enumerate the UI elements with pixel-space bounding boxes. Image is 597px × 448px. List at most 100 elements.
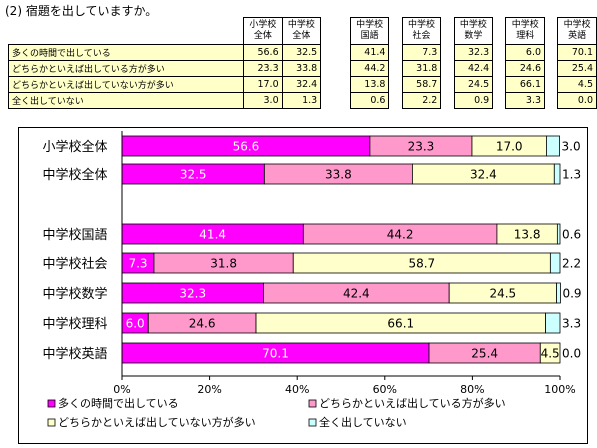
- table-row: 全く出していない 3.0 1.3 0.6 2.2 0.9 3.3 0.0: [7, 92, 597, 109]
- table-row: どちらかといえば出していない方が多い 17.0 32.4 13.8 58.7 2…: [7, 76, 597, 93]
- legend-swatch: [308, 418, 317, 427]
- bar-segment: [539, 342, 561, 364]
- table-cell: 0.0: [557, 92, 597, 109]
- data-label: 32.4: [470, 168, 497, 182]
- data-label: 70.1: [262, 347, 289, 361]
- bar-segment: [549, 252, 561, 274]
- stacked-bar-chart: 小学校全体 56.6 23.3 17.0 3.0 中学校全体 32.5 33.8 32.4 1.3…: [42, 131, 582, 429]
- category-label: 中学校全体: [42, 167, 107, 183]
- x-tick-label: 0%: [113, 383, 130, 396]
- data-label: 66.1: [387, 317, 414, 331]
- table-cell: 24.5: [453, 76, 494, 93]
- table-cell: 17.0: [243, 76, 283, 93]
- category-label: 中学校数学: [42, 286, 107, 302]
- table-cell: 70.1: [557, 44, 597, 61]
- x-tick-label: 100%: [544, 383, 575, 396]
- data-label: 31.8: [210, 257, 237, 271]
- table-col-header-line: 全体: [253, 31, 272, 41]
- table-row: どちらかといえば出している方が多い 23.3 33.8 44.2 31.8 42…: [7, 60, 597, 77]
- data-label: 3.3: [562, 317, 581, 331]
- category-label: 中学校国語: [42, 227, 107, 243]
- category-label: 中学校理科: [42, 316, 107, 332]
- data-label: 1.3: [562, 168, 581, 182]
- table-cell: 44.2: [349, 60, 390, 77]
- table-cell: 32.5: [281, 44, 322, 61]
- table-col-header-line: 全体: [292, 31, 311, 41]
- data-label: 41.4: [199, 228, 226, 242]
- table-col-header: 小学校 全体: [243, 17, 283, 45]
- data-label: 33.8: [325, 168, 352, 182]
- table-row-label: 多くの時間で出している: [7, 44, 245, 61]
- legend-swatch: [308, 399, 317, 408]
- table-col-header-line: 英語: [568, 31, 587, 41]
- data-table: 小学校 全体 中学校 全体 中学校 国語 中学校 社会 中学校 数学 中学校 理科 中学校英…: [7, 17, 597, 109]
- table-col-header-line: 中学校: [563, 20, 591, 30]
- x-tick-label: 60%: [373, 383, 397, 396]
- table-col-header-line: 小学校: [249, 20, 277, 30]
- table-corner: [8, 17, 244, 45]
- table-col-header-line: 中学校: [511, 20, 539, 30]
- bar-segment: [546, 135, 560, 157]
- table-col-header-line: 国語: [360, 31, 379, 41]
- data-label: 25.4: [471, 347, 498, 361]
- bar-segment: [556, 282, 561, 304]
- table-spacer: [320, 17, 351, 45]
- legend-swatch: [47, 399, 56, 408]
- legend-label: 多くの時間で出している: [58, 396, 179, 410]
- table-col-header: 中学校 理科: [505, 17, 546, 45]
- category-label: 中学校社会: [42, 256, 107, 272]
- data-label: 4.5: [541, 347, 560, 361]
- table-cell: 56.6: [243, 44, 283, 61]
- category-label: 中学校英語: [42, 346, 107, 362]
- table-cell: 31.8: [401, 60, 442, 77]
- data-label: 0.9: [562, 287, 581, 301]
- data-label: 13.8: [514, 228, 541, 242]
- table-cell: 66.1: [505, 76, 546, 93]
- data-label: 56.6: [233, 140, 260, 154]
- data-label: 44.2: [387, 228, 414, 242]
- table-col-header: 中学校 国語: [349, 17, 390, 45]
- table-col-header-line: 社会: [412, 31, 431, 41]
- table-cell: 0.9: [453, 92, 494, 109]
- table-col-header-line: 中学校: [287, 20, 315, 30]
- table-col-header-line: 中学校: [459, 20, 487, 30]
- table-cell: 33.8: [281, 60, 322, 77]
- table-cell: 7.3: [401, 44, 442, 61]
- table-cell: 4.5: [557, 76, 597, 93]
- data-label: 3.0: [562, 140, 581, 154]
- page-heading: (2) 宿題を出していますか。: [5, 4, 158, 18]
- bar-segment: [553, 163, 561, 185]
- data-label: 6.0: [126, 317, 145, 331]
- data-label: 2.2: [562, 257, 581, 271]
- table-cell: 58.7: [401, 76, 442, 93]
- table-cell: 24.6: [505, 60, 546, 77]
- table-row-label: どちらかといえば出していない方が多い: [7, 76, 245, 93]
- data-label: 17.0: [496, 140, 523, 154]
- x-tick-label: 40%: [285, 383, 309, 396]
- table-col-header: 中学校 社会: [401, 17, 442, 45]
- table-cell: 13.8: [349, 76, 390, 93]
- data-label: 7.3: [128, 257, 147, 271]
- data-label: 42.4: [343, 287, 370, 301]
- table-cell: 2.2: [401, 92, 442, 109]
- bar-segment: [556, 223, 561, 245]
- legend-label: どちらかといえば出していない方が多い: [58, 415, 256, 429]
- data-label: 0.6: [562, 228, 581, 242]
- table-col-header-line: 数学: [464, 31, 483, 41]
- table-cell: 23.3: [243, 60, 283, 77]
- data-label: 58.7: [408, 257, 435, 271]
- data-label: 24.5: [489, 287, 516, 301]
- table-cell: 32.4: [281, 76, 322, 93]
- data-label: 32.3: [179, 287, 206, 301]
- table-cell: 3.0: [243, 92, 283, 109]
- data-label: 0.0: [562, 347, 581, 361]
- legend-swatch: [47, 418, 56, 427]
- data-label: 32.5: [180, 168, 207, 182]
- table-row-label: どちらかといえば出している方が多い: [7, 60, 245, 77]
- table-cell: 25.4: [557, 60, 597, 77]
- legend-label: 全く出していない: [319, 415, 407, 429]
- table-col-header: 中学校 数学: [453, 17, 494, 45]
- table-cell: 41.4: [349, 44, 390, 61]
- table-cell: 0.6: [349, 92, 390, 109]
- table-row: 多くの時間で出している 56.6 32.5 41.4 7.3 32.3 6.0 …: [7, 44, 597, 61]
